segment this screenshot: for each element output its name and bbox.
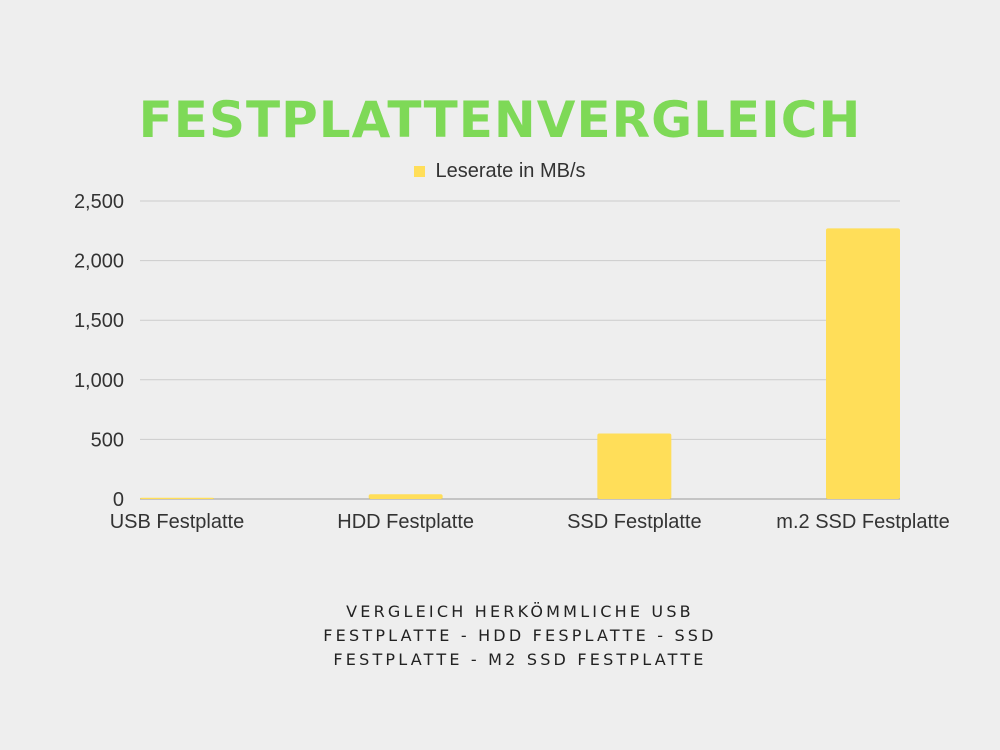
bar-2	[368, 494, 443, 499]
y-tick-label: 1,000	[74, 370, 124, 392]
bar-3	[597, 433, 672, 499]
x-tick-label: HDD Festplatte	[337, 511, 474, 533]
bar-4	[826, 228, 900, 499]
x-tick-label: USB Festplatte	[110, 511, 245, 533]
legend-swatch	[414, 166, 426, 177]
bars	[140, 228, 900, 499]
y-tick-label: 0	[113, 489, 124, 511]
chart-legend: Leserate in MB/s	[0, 160, 1000, 183]
y-axis-ticks: 0 500 1,000 1,500 2,000 2,500	[74, 191, 124, 511]
y-tick-label: 2,000	[74, 251, 124, 273]
x-tick-label: m.2 SSD Festplatte	[776, 511, 949, 533]
y-tick-label: 500	[91, 429, 124, 451]
subtitle: VERGLEICH HERKÖMMLICHE USB FESTPLATTE - …	[323, 602, 717, 669]
bar-1	[140, 497, 214, 499]
legend-label: Leserate in MB/s	[435, 160, 586, 182]
x-tick-label: SSD Festplatte	[567, 511, 702, 533]
x-axis-ticks: USB Festplatte HDD Festplatte SSD Festplat…	[110, 511, 950, 533]
y-tick-label: 1,500	[74, 310, 124, 332]
y-tick-label: 2,500	[74, 191, 124, 213]
page-title: FESTPLATTENVERGLEICH	[138, 91, 862, 149]
bar-chart: 0 500 1,000 1,500 2,000 2,500 USB Festplatte H…	[74, 191, 950, 533]
grid-lines	[140, 200, 900, 500]
